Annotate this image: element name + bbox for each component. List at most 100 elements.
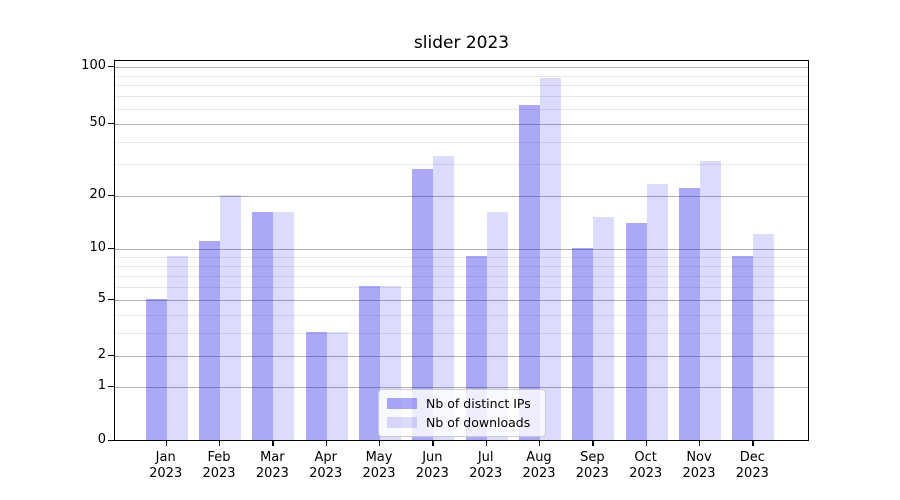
legend-label-downloads: Nb of downloads xyxy=(426,415,531,430)
x-tick-mark-nov xyxy=(699,441,701,446)
bar-mar-downloads xyxy=(273,212,295,440)
y-tick-label-2: 2 xyxy=(97,347,106,362)
gridline-major-5 xyxy=(115,300,808,301)
y-tick-label-0: 0 xyxy=(97,432,106,447)
x-tick-mark-jan xyxy=(165,441,167,446)
x-tick-mark-apr xyxy=(325,441,327,446)
gridline-major-2 xyxy=(115,356,808,357)
legend: Nb of distinct IPs Nb of downloads xyxy=(378,389,546,437)
gridline-major-1 xyxy=(115,387,808,388)
x-tick-label-oct-2023: Oct 2023 xyxy=(614,450,678,481)
x-tick-year: 2023 xyxy=(202,465,236,481)
x-tick-month: Nov xyxy=(686,450,712,465)
y-tick-label-20: 20 xyxy=(89,187,106,202)
x-tick-mark-aug xyxy=(539,441,541,446)
bar-nov-distinct-ips xyxy=(679,187,700,440)
x-tick-label-jan-2023: Jan 2023 xyxy=(134,450,198,481)
x-tick-label-jun-2023: Jun 2023 xyxy=(400,450,464,481)
x-tick-month: Jul xyxy=(477,450,494,465)
y-tick-mark-20 xyxy=(108,195,114,197)
x-tick-month: Dec xyxy=(739,450,765,465)
x-tick-year: 2023 xyxy=(469,465,503,481)
x-tick-label-dec-2023: Dec 2023 xyxy=(720,450,784,481)
gridline-minor-4 xyxy=(115,314,808,316)
x-tick-month: Sep xyxy=(580,450,605,465)
x-tick-year: 2023 xyxy=(629,465,663,481)
bar-aug-downloads xyxy=(540,78,561,440)
x-tick-label-apr-2023: Apr 2023 xyxy=(294,450,358,481)
bar-mar-distinct-ips xyxy=(252,212,274,440)
x-tick-year: 2023 xyxy=(522,465,556,481)
x-tick-year: 2023 xyxy=(575,465,609,481)
y-tick-mark-0 xyxy=(108,440,114,442)
bar-sep-downloads xyxy=(593,217,615,440)
x-tick-mark-jun xyxy=(432,441,434,446)
x-tick-year: 2023 xyxy=(309,465,343,481)
x-tick-year: 2023 xyxy=(149,465,183,481)
x-tick-year: 2023 xyxy=(415,465,449,481)
gridline-minor-3 xyxy=(115,332,808,334)
bar-sep-distinct-ips xyxy=(572,248,594,440)
x-tick-label-feb-2023: Feb 2023 xyxy=(187,450,251,481)
y-tick-label-5: 5 xyxy=(97,291,106,306)
x-tick-year: 2023 xyxy=(255,465,289,481)
bar-dec-distinct-ips xyxy=(732,256,754,440)
bar-apr-distinct-ips xyxy=(305,331,327,440)
x-tick-month: Feb xyxy=(207,450,231,465)
x-tick-mark-feb xyxy=(219,441,221,446)
x-tick-year: 2023 xyxy=(735,465,769,481)
gridline-minor-70 xyxy=(115,96,808,98)
legend-item-downloads: Nb of downloads xyxy=(387,415,537,430)
x-tick-mark-may xyxy=(379,441,381,446)
x-tick-mark-mar xyxy=(272,441,274,446)
bar-jun-distinct-ips xyxy=(412,168,434,440)
y-tick-mark-5 xyxy=(108,299,114,301)
bar-jan-distinct-ips xyxy=(145,299,167,440)
gridline-minor-30 xyxy=(115,164,808,166)
x-tick-mark-oct xyxy=(645,441,647,446)
x-tick-month: Apr xyxy=(314,450,337,465)
x-tick-label-jul-2023: Jul 2023 xyxy=(454,450,518,481)
gridline-minor-60 xyxy=(115,109,808,111)
bar-oct-downloads xyxy=(646,184,668,440)
x-tick-month: Jan xyxy=(155,450,176,465)
x-tick-label-aug-2023: Aug 2023 xyxy=(507,450,571,481)
x-tick-month: Oct xyxy=(634,450,657,465)
y-tick-mark-100 xyxy=(108,66,114,68)
x-tick-month: May xyxy=(365,450,393,465)
bar-may-distinct-ips xyxy=(359,286,381,440)
y-tick-label-50: 50 xyxy=(89,115,106,130)
plot-area: Nb of distinct IPs Nb of downloads xyxy=(114,60,809,441)
bar-jun-downloads xyxy=(433,155,455,440)
legend-item-distinct-ips: Nb of distinct IPs xyxy=(387,396,537,411)
gridline-minor-9 xyxy=(115,257,808,259)
bar-jan-downloads xyxy=(166,256,188,440)
legend-label-distinct-ips: Nb of distinct IPs xyxy=(426,396,531,411)
y-tick-mark-2 xyxy=(108,355,114,357)
y-tick-label-1: 1 xyxy=(97,378,106,393)
y-tick-mark-10 xyxy=(108,248,114,250)
x-tick-month: Mar xyxy=(260,450,285,465)
y-tick-mark-1 xyxy=(108,386,114,388)
y-tick-mark-50 xyxy=(108,123,114,125)
x-tick-month: Jun xyxy=(422,450,443,465)
bar-oct-distinct-ips xyxy=(625,222,647,440)
chart-title: slider 2023 xyxy=(413,33,510,53)
x-tick-label-mar-2023: Mar 2023 xyxy=(240,450,304,481)
x-tick-month: Aug xyxy=(526,450,552,465)
x-tick-year: 2023 xyxy=(362,465,396,481)
x-tick-mark-dec xyxy=(752,441,754,446)
x-tick-label-sep-2023: Sep 2023 xyxy=(560,450,624,481)
x-tick-label-may-2023: May 2023 xyxy=(347,450,411,481)
y-tick-label-100: 100 xyxy=(81,58,106,73)
gridline-minor-90 xyxy=(115,75,808,77)
bar-aug-distinct-ips xyxy=(519,105,540,440)
bar-feb-downloads xyxy=(220,195,242,440)
bar-dec-downloads xyxy=(753,234,775,440)
gridline-major-20 xyxy=(115,196,808,197)
gridline-minor-7 xyxy=(115,275,808,277)
gridline-minor-40 xyxy=(115,141,808,143)
y-tick-label-10: 10 xyxy=(89,240,106,255)
bar-jul-downloads xyxy=(486,212,508,440)
gridline-major-100 xyxy=(115,67,808,68)
